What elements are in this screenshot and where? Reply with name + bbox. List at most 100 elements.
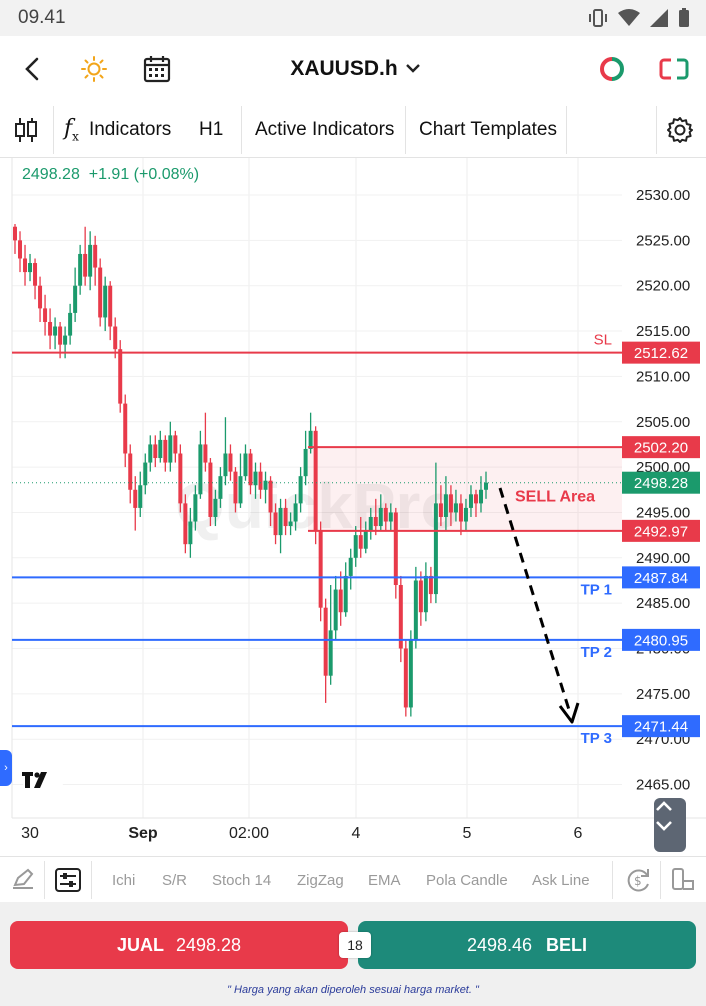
quote-change-pct: (+0.08%): [133, 166, 200, 183]
candle-body: [413, 580, 418, 640]
y-tick-label: 2505.00: [636, 414, 690, 431]
quick-indicator-ask-line[interactable]: Ask Line: [532, 857, 590, 903]
candle-body: [93, 244, 98, 268]
candle-body: [58, 326, 63, 345]
quick-indicator-label: Pola Candle: [426, 871, 508, 889]
candle-body: [273, 512, 278, 536]
current-price-label: 2498.28: [634, 475, 688, 492]
sell-button[interactable]: JUAL 2498.28: [10, 921, 348, 969]
quick-indicator-stoch[interactable]: Stoch 14: [212, 857, 271, 903]
level-price-badge: [622, 519, 700, 542]
indicators-button[interactable]: fx Indicators: [64, 102, 171, 158]
candle-body: [453, 503, 458, 513]
one-click-trade-button[interactable]: [592, 36, 632, 102]
chart-canvas[interactable]: 2530.00 2525.00 2520.00 2515.00 2510.00 2505.…: [0, 158, 706, 856]
active-indicators-button[interactable]: Active Indicators: [255, 102, 394, 158]
vibrate-icon: [589, 9, 607, 27]
level-name-label: TP 2: [581, 644, 612, 661]
spread-badge: 18: [339, 932, 371, 958]
candle-body: [484, 482, 488, 490]
quick-indicator-sr[interactable]: S/R: [162, 857, 187, 903]
candle-body: [473, 494, 478, 504]
candle-body: [263, 480, 268, 490]
candle-body: [73, 285, 78, 313]
quick-indicator-pola-candle[interactable]: Pola Candle: [426, 857, 508, 903]
back-button[interactable]: [12, 36, 52, 102]
symbol-selector[interactable]: XAUUSD.h: [250, 36, 460, 102]
y-tick-label: 2475.00: [636, 686, 690, 703]
y-tick-label: 2495.00: [636, 504, 690, 521]
chevron-right-icon: ›: [4, 762, 8, 774]
tradingview-logo[interactable]: [22, 772, 64, 808]
level-price-label: 2492.97: [634, 523, 688, 540]
status-bar: 09.41: [0, 0, 706, 36]
chart-templates-button[interactable]: Chart Templates: [419, 102, 557, 158]
separator: [660, 861, 661, 899]
candle-body: [133, 489, 138, 508]
level-price-badge: [622, 436, 700, 459]
layout-button[interactable]: [670, 857, 696, 903]
candle-body: [198, 444, 203, 495]
refresh-button[interactable]: $: [624, 857, 652, 903]
bottom-toolbar: Ichi S/R Stoch 14 ZigZag EMA Pola Candle…: [0, 856, 706, 902]
candle-body: [418, 580, 423, 613]
sell-zone-label: SELL Area: [515, 489, 595, 506]
candle-body: [18, 240, 23, 259]
drawing-tools-button[interactable]: [10, 857, 36, 903]
tradingview-icon: [22, 772, 47, 788]
candle-body: [228, 453, 233, 472]
buy-label: BELI: [546, 934, 588, 955]
quick-indicator-ichi[interactable]: Ichi: [112, 857, 135, 903]
indicators-label: Indicators: [88, 119, 172, 140]
candle-body: [333, 589, 338, 631]
market-hours-button[interactable]: [76, 36, 112, 102]
candle-body: [348, 557, 353, 576]
price-scale-toggle[interactable]: [654, 798, 686, 852]
quick-indicator-label: Stoch 14: [212, 871, 272, 889]
candle-body: [383, 507, 388, 522]
level-name-label: SL: [594, 332, 612, 349]
y-tick-label: 2490.00: [636, 550, 690, 567]
separator: [612, 861, 613, 899]
pencil-icon: [13, 868, 34, 889]
buy-button[interactable]: 2498.46 BELI: [358, 921, 696, 969]
trade-panel-button[interactable]: [654, 36, 694, 102]
wifi-icon: [618, 9, 640, 26]
candle-body: [48, 321, 53, 336]
level-price-label: 2471.44: [634, 719, 688, 736]
chart-toolbar: fx Indicators H1 Active Indicators Chart…: [0, 102, 706, 158]
candle-body: [68, 312, 73, 336]
filter-button[interactable]: [55, 857, 81, 903]
x-tick-label: Sep: [128, 825, 158, 842]
timeframe-button[interactable]: H1: [199, 102, 223, 158]
price-chart[interactable]: 2530.00 2525.00 2520.00 2515.00 2510.00 2505.…: [0, 158, 706, 856]
candle-body: [173, 435, 178, 454]
candle-body: [463, 507, 468, 522]
candle-body: [33, 263, 38, 286]
candle-body: [128, 453, 133, 490]
candle-body: [213, 498, 218, 517]
chart-templates-label: Chart Templates: [419, 119, 557, 140]
quick-indicator-ema[interactable]: EMA: [368, 857, 401, 903]
candle-body: [118, 349, 123, 404]
candle-body: [108, 285, 113, 327]
candle-body: [158, 439, 163, 459]
level-name-label: TP 1: [581, 581, 612, 598]
candle-body: [388, 512, 393, 522]
candle-body: [78, 253, 83, 286]
candle-body: [258, 471, 263, 490]
quick-indicator-zigzag[interactable]: ZigZag: [297, 857, 344, 903]
candle-body: [313, 430, 318, 531]
candle-body: [433, 503, 438, 595]
calendar-button[interactable]: [138, 36, 176, 102]
function-icon: fx: [64, 116, 79, 144]
toggle-ring-icon: [600, 57, 624, 81]
timeframe-label: H1: [199, 119, 224, 140]
settings-button[interactable]: [666, 102, 694, 158]
candles-icon: [15, 118, 37, 142]
quick-indicator-label: Ichi: [112, 871, 136, 889]
side-panel-tab[interactable]: ›: [0, 750, 12, 786]
chart-type-button[interactable]: [14, 102, 38, 158]
candle-body: [303, 448, 308, 477]
gear-icon: [667, 117, 693, 143]
